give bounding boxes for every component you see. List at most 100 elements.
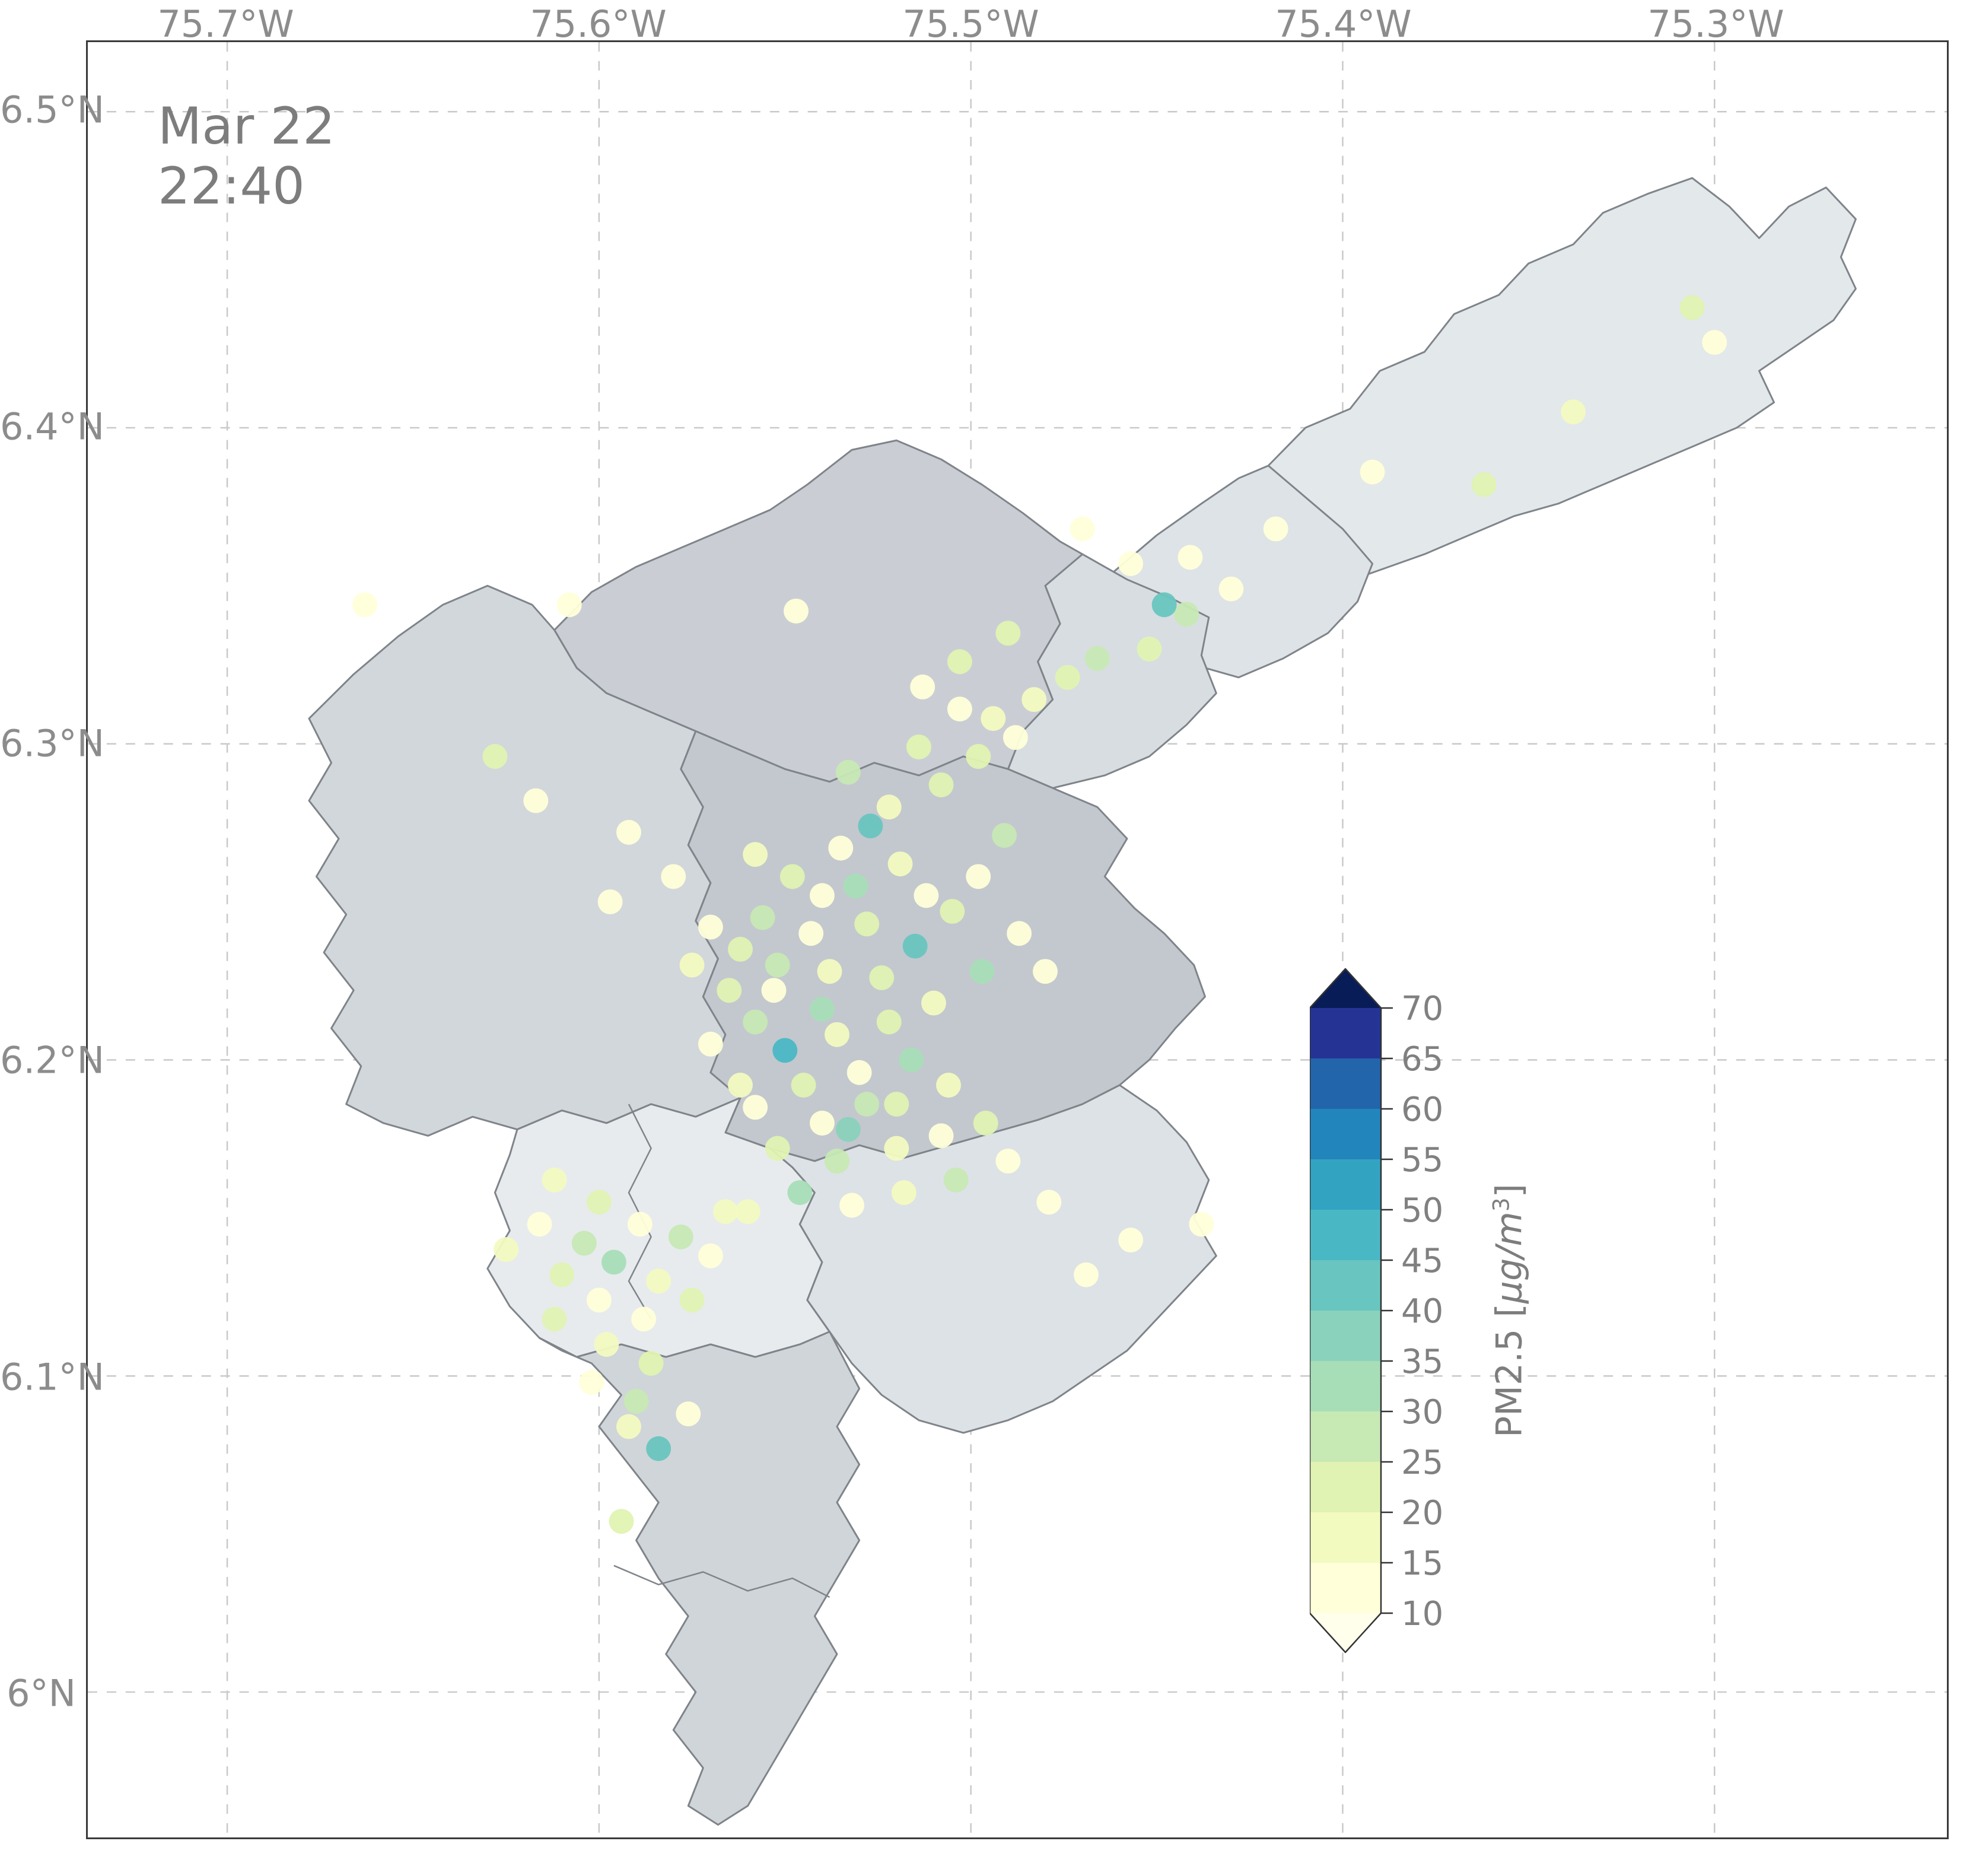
pm25-point [1178,545,1203,570]
pm25-point [609,1509,634,1534]
colorbar-title-exponent: 3 [1488,1197,1514,1212]
pm25-point [1118,1228,1144,1253]
colorbar-segment [1310,1210,1381,1260]
colorbar-segment [1310,1411,1381,1462]
pm25-point [1679,295,1705,320]
pm25-point [992,823,1017,848]
pm25-point [921,990,946,1016]
pm25-point [995,621,1021,646]
pm25-point [928,772,954,797]
colorbar-under-arrow [1310,1613,1381,1652]
pm25-point [1021,687,1047,713]
timestamp-time: 22:40 [158,157,305,217]
pm25-point [579,1369,604,1395]
pm25-point [712,1199,738,1225]
colorbar-segment [1310,1260,1381,1311]
pm25-point [698,914,723,940]
pm25-point [743,1095,768,1120]
colorbar: 70 65 60 55 50 45 40 35 30 25 20 15 10 PM2.5 [μg/m3] [1310,968,1618,1656]
pm25-point [835,1117,861,1142]
pm25-point [1036,1190,1062,1215]
y-tick-label: 6.5°N [0,88,104,132]
pm25-point [1074,1262,1099,1287]
pm25-point [887,851,913,877]
colorbar-tick-label: 50 [1401,1191,1443,1230]
pm25-point [717,978,742,1003]
pm25-point [910,674,935,699]
colorbar-segment [1310,1462,1381,1512]
pm25-point [698,1031,723,1057]
pm25-point [542,1306,567,1332]
y-tick-label: 6.2°N [0,1038,104,1082]
pm25-point [523,788,549,813]
pm25-point [527,1212,552,1237]
x-tick-label: 75.5°W [902,2,1039,46]
pm25-point [586,1287,612,1313]
colorbar-tick-label: 40 [1401,1292,1443,1331]
pm25-point [631,1306,657,1332]
pm25-point [902,933,928,959]
y-tick-label: 6°N [7,1671,76,1715]
pm25-point [1055,664,1080,690]
pm25-point [969,959,995,984]
colorbar-tick-label: 25 [1401,1443,1443,1482]
pm25-point [646,1436,672,1461]
y-tick-label: 6.3°N [0,721,104,765]
pm25-point [891,1180,917,1206]
pm25-point [772,1038,798,1063]
pm25-point [679,952,705,978]
pm25-point [835,759,861,785]
x-tick-label: 75.7°W [157,2,294,46]
pm25-point [825,1022,849,1047]
pm25-point [668,1224,693,1249]
pm25-point [494,1237,519,1263]
pm25-point [787,1180,813,1206]
pm25-point [1151,592,1177,618]
colorbar-segment [1310,1008,1381,1058]
pm25-point [966,744,991,769]
y-tick-label: 6.1°N [0,1355,104,1399]
pm25-point [847,1060,872,1085]
pm25-point [616,1414,641,1439]
pm25-point [899,1047,924,1073]
colorbar-tick-label: 60 [1401,1090,1443,1129]
colorbar-tick-label: 45 [1401,1242,1443,1280]
pm25-point [601,1249,626,1275]
colorbar-segment [1310,1311,1381,1361]
pm25-point [352,592,377,618]
pm25-point [1189,1212,1214,1237]
colorbar-segment [1310,1563,1381,1613]
x-tick-label: 75.6°W [530,2,667,46]
pm25-point [817,959,842,984]
pm25-point [973,1111,998,1136]
pm25-point [761,978,787,1003]
pm25-point [676,1401,701,1427]
pm25-point [623,1388,649,1414]
pm25-point [1137,636,1162,662]
colorbar-tick-label: 10 [1401,1595,1443,1633]
colorbar-over-arrow [1310,969,1381,1008]
colorbar-scale: 70 65 60 55 50 45 40 35 30 25 20 15 10 [1310,968,1443,1654]
pm25-point [482,744,508,769]
pm25-point [765,1136,790,1161]
colorbar-segment [1310,1159,1381,1210]
pm25-point [839,1193,864,1218]
pm25-point [809,997,835,1022]
pm25-point [549,1262,575,1287]
pm25-point [784,598,809,624]
pm25-point [1070,516,1095,542]
y-tick-label: 6.4°N [0,405,104,449]
pm25-point [638,1350,664,1376]
pm25-point [936,1073,961,1098]
pm25-point [966,864,991,889]
colorbar-segment [1310,1361,1381,1411]
colorbar-tick-label: 35 [1401,1343,1443,1381]
pm25-point [743,1009,768,1035]
pm25-point [906,734,931,760]
pm25-point [735,1199,760,1225]
colorbar-tick-label: 15 [1401,1544,1443,1583]
pm25-point [884,1136,909,1161]
colorbar-segment [1310,1109,1381,1159]
colorbar-tick-label: 20 [1401,1494,1443,1532]
